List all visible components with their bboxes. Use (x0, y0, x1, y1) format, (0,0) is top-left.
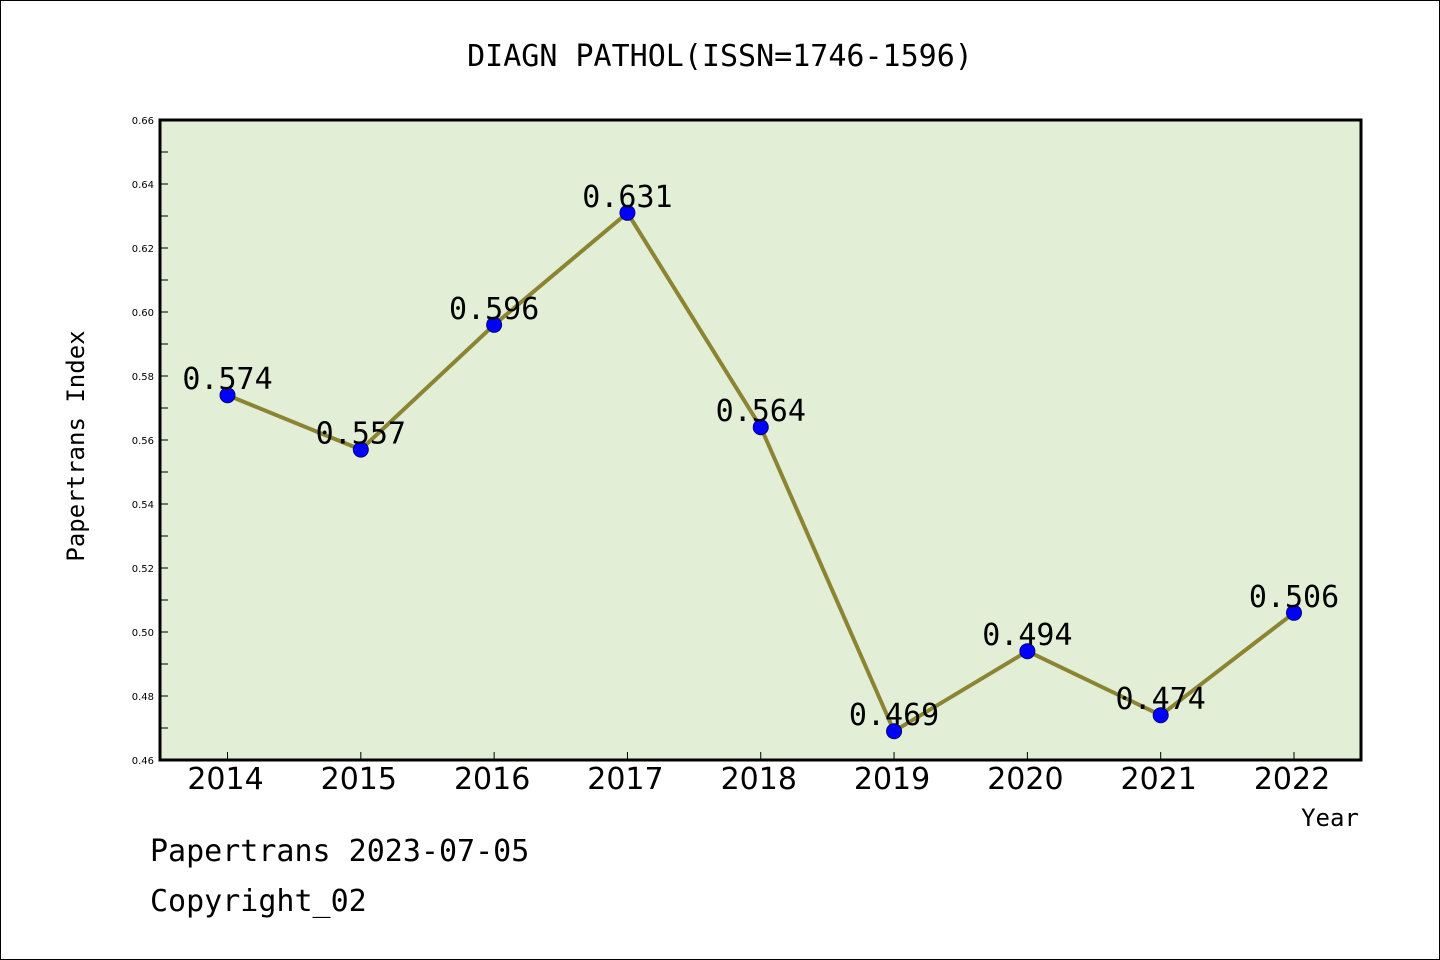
data-label: 0.574 (182, 362, 272, 397)
data-point (1152, 707, 1169, 724)
data-label: 0.631 (582, 180, 672, 215)
y-tick-label: 0.66 (132, 116, 154, 127)
data-point (1286, 604, 1302, 621)
x-tick-label: 2014 (187, 762, 263, 797)
x-tick-label: 2018 (721, 762, 797, 797)
data-point (752, 419, 769, 436)
y-tick-label: 0.46 (132, 756, 154, 767)
data-point (619, 204, 636, 221)
x-axis-label: Year (1301, 804, 1359, 832)
x-tick-label: 2021 (1121, 762, 1197, 797)
x-tick-label: 2019 (854, 762, 930, 797)
data-label: 0.557 (316, 417, 406, 452)
y-tick-label: 0.52 (132, 564, 154, 575)
y-tick-label: 0.64 (132, 180, 154, 191)
data-label: 0.469 (849, 698, 939, 733)
x-tick-label: 2015 (321, 762, 397, 797)
x-tick-label: 2017 (587, 762, 663, 797)
data-point (486, 316, 503, 333)
x-tick-label: 2016 (454, 762, 530, 797)
data-points (219, 204, 1302, 740)
data-point (1019, 643, 1036, 660)
y-tick-label: 0.58 (132, 372, 154, 383)
x-tick-label: 2022 (1254, 762, 1330, 797)
y-tick-label: 0.60 (132, 308, 154, 319)
data-label: 0.564 (716, 394, 806, 429)
plot-area (160, 120, 1361, 760)
footer-date: Papertrans 2023-07-05 (150, 834, 530, 869)
chart-title: DIAGN PATHOL(ISSN=1746-1596) (467, 39, 973, 74)
data-label: 0.494 (982, 618, 1072, 653)
data-point (352, 441, 369, 458)
data-point (886, 723, 903, 740)
y-tick-label: 0.54 (132, 500, 154, 511)
data-point (219, 387, 236, 404)
y-tick-label: 0.62 (132, 244, 154, 255)
y-tick-label: 0.56 (132, 436, 154, 447)
data-label: 0.506 (1249, 580, 1339, 615)
y-axis-label: Papertrans Index (62, 330, 90, 561)
plot-border (158, 118, 1363, 762)
x-tick-label: 2020 (987, 762, 1063, 797)
footer-copyright: Copyright_02 (150, 884, 367, 919)
data-label: 0.474 (1116, 682, 1206, 717)
x-axis: 2014 2015 2016 2017 2018 2019 2020 2021 2022 (187, 752, 1330, 797)
y-tick-label: 0.48 (132, 692, 154, 703)
data-labels: 0.574 0.557 0.596 0.631 0.564 0.469 0.494 0.474… (182, 180, 1339, 733)
data-label: 0.596 (449, 292, 539, 327)
y-tick-label: 0.50 (132, 628, 154, 639)
